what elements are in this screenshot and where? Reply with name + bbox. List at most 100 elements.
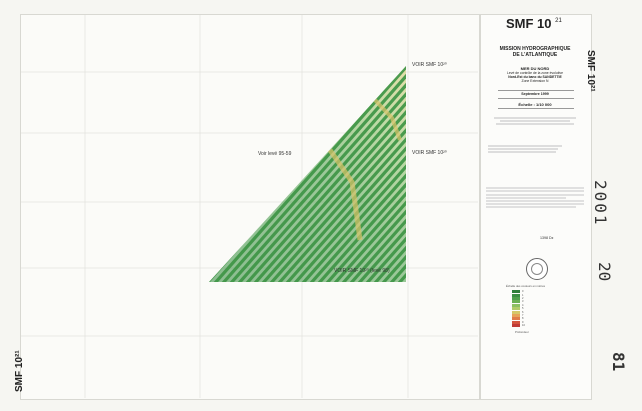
survey-swath xyxy=(0,40,150,300)
label-see-survey: Voir levé 95-59 xyxy=(258,151,292,157)
survey-swath xyxy=(209,66,248,282)
legend-value: 9 xyxy=(522,320,524,324)
divider xyxy=(498,108,574,109)
survey-swath xyxy=(209,66,264,282)
survey-swath xyxy=(326,66,406,282)
divider xyxy=(498,98,574,99)
legend-row: 1 xyxy=(512,293,552,297)
legend-value: 0 xyxy=(522,290,524,294)
survey-swath xyxy=(0,40,190,300)
legend-row: 6 xyxy=(512,310,552,314)
scale: Échelle : 1/10 000 xyxy=(518,102,552,107)
legend-value: 1 xyxy=(522,293,524,297)
survey-swath xyxy=(350,66,406,282)
survey-swath xyxy=(358,66,406,282)
org-line-1: MISSION HYDROGRAPHIQUE xyxy=(499,46,571,52)
legend-swatch xyxy=(512,293,520,297)
legend-value: 10 xyxy=(522,324,525,328)
survey-swath xyxy=(238,66,406,282)
survey-swath xyxy=(222,66,406,282)
label-see-smf-top: VOIR SMF 10²⁰ xyxy=(412,62,447,68)
legend-row: 0 xyxy=(512,290,552,294)
stamp-number: 20 xyxy=(595,262,614,282)
subtitle-1: Levé de contrôle de la zone évolutive xyxy=(507,71,563,75)
legend-swatch xyxy=(512,320,520,324)
subtitle-2: Nord-Est du banc du SANDETTIE xyxy=(508,75,562,79)
legend-title: Échelle des couleurs en mètres xyxy=(506,284,546,288)
survey-swath xyxy=(0,40,174,300)
stamp-sheet: 81 xyxy=(609,352,628,372)
sheet-title: SMF 10 21 xyxy=(506,16,562,31)
legend-value: 2 xyxy=(522,296,524,300)
survey-swath xyxy=(209,66,216,282)
survey-swath xyxy=(286,66,406,282)
legend-value: 3 xyxy=(522,300,524,304)
legend-row: 7 xyxy=(512,313,552,317)
org-line-2: DE L'ATLANTIQUE xyxy=(512,52,558,58)
legend-swatch xyxy=(512,324,520,328)
map-grid xyxy=(20,14,478,398)
survey-swath xyxy=(0,40,166,300)
legend-swatch xyxy=(512,300,520,304)
survey-swath xyxy=(318,66,406,282)
survey-swath xyxy=(302,66,406,282)
reference-code: 1398 Dz xyxy=(540,236,554,240)
datum-block xyxy=(484,144,586,158)
survey-swath xyxy=(209,66,406,282)
legend-footer: Profondeur xyxy=(515,330,529,334)
legend-swatch xyxy=(512,313,520,317)
label-see-smf-bottom: VOIR SMF 10²⁰ (levé 98) xyxy=(334,268,390,274)
fine-print-block xyxy=(484,116,586,134)
legend-row: 3 xyxy=(512,300,552,304)
survey-swath xyxy=(230,66,406,282)
depth-legend: 0 1 2 3 4 5 6 7 8 9 10 xyxy=(512,290,552,328)
survey-swath xyxy=(214,66,406,282)
region: MER DU NORD xyxy=(520,66,550,71)
legend-swatch xyxy=(512,317,520,321)
legend-row: 10 xyxy=(512,324,552,328)
survey-swath xyxy=(209,66,224,282)
vertical-title-right: SMF 10²¹ xyxy=(585,50,596,92)
legend-value: 6 xyxy=(522,310,524,314)
survey-swath xyxy=(334,66,406,282)
survey-swath xyxy=(294,66,406,282)
survey-swath xyxy=(262,66,406,282)
survey-swath xyxy=(310,66,406,282)
survey-date: Septembre 1999 xyxy=(521,92,549,96)
legend-row: 4 xyxy=(512,303,552,307)
survey-swath xyxy=(209,66,256,282)
divider xyxy=(498,90,574,91)
shom-seal-icon xyxy=(526,258,548,280)
legend-value: 5 xyxy=(522,307,524,311)
legend-value: 8 xyxy=(522,317,524,321)
survey-swath xyxy=(254,66,406,282)
legend-row: 8 xyxy=(512,317,552,321)
survey-swath xyxy=(0,40,182,300)
survey-swath xyxy=(342,66,406,282)
survey-swath xyxy=(209,66,240,282)
survey-swath xyxy=(270,66,406,282)
subtitle-3: Zone Extension N xyxy=(521,79,549,83)
legend-swatch xyxy=(512,310,520,314)
legend-value: 4 xyxy=(522,303,524,307)
survey-swath xyxy=(246,66,406,282)
stamp-year: 2001 xyxy=(591,180,610,227)
survey-swath xyxy=(209,66,406,282)
legend-swatch xyxy=(512,296,520,300)
survey-swath xyxy=(0,40,206,300)
legend-row: 5 xyxy=(512,307,552,311)
survey-swath xyxy=(278,66,406,282)
legend-row: 9 xyxy=(512,320,552,324)
legend-row: 2 xyxy=(512,296,552,300)
legend-value: 7 xyxy=(522,313,524,317)
notes-block xyxy=(484,186,586,236)
legend-swatch xyxy=(512,290,520,294)
legend-swatch xyxy=(512,307,520,311)
label-see-smf-right: VOIR SMF 10²⁰ xyxy=(412,150,447,156)
vertical-title-left: SMF 10²¹ xyxy=(14,350,25,392)
legend-swatch xyxy=(512,303,520,307)
survey-swath xyxy=(209,66,232,282)
survey-swath xyxy=(0,40,198,300)
